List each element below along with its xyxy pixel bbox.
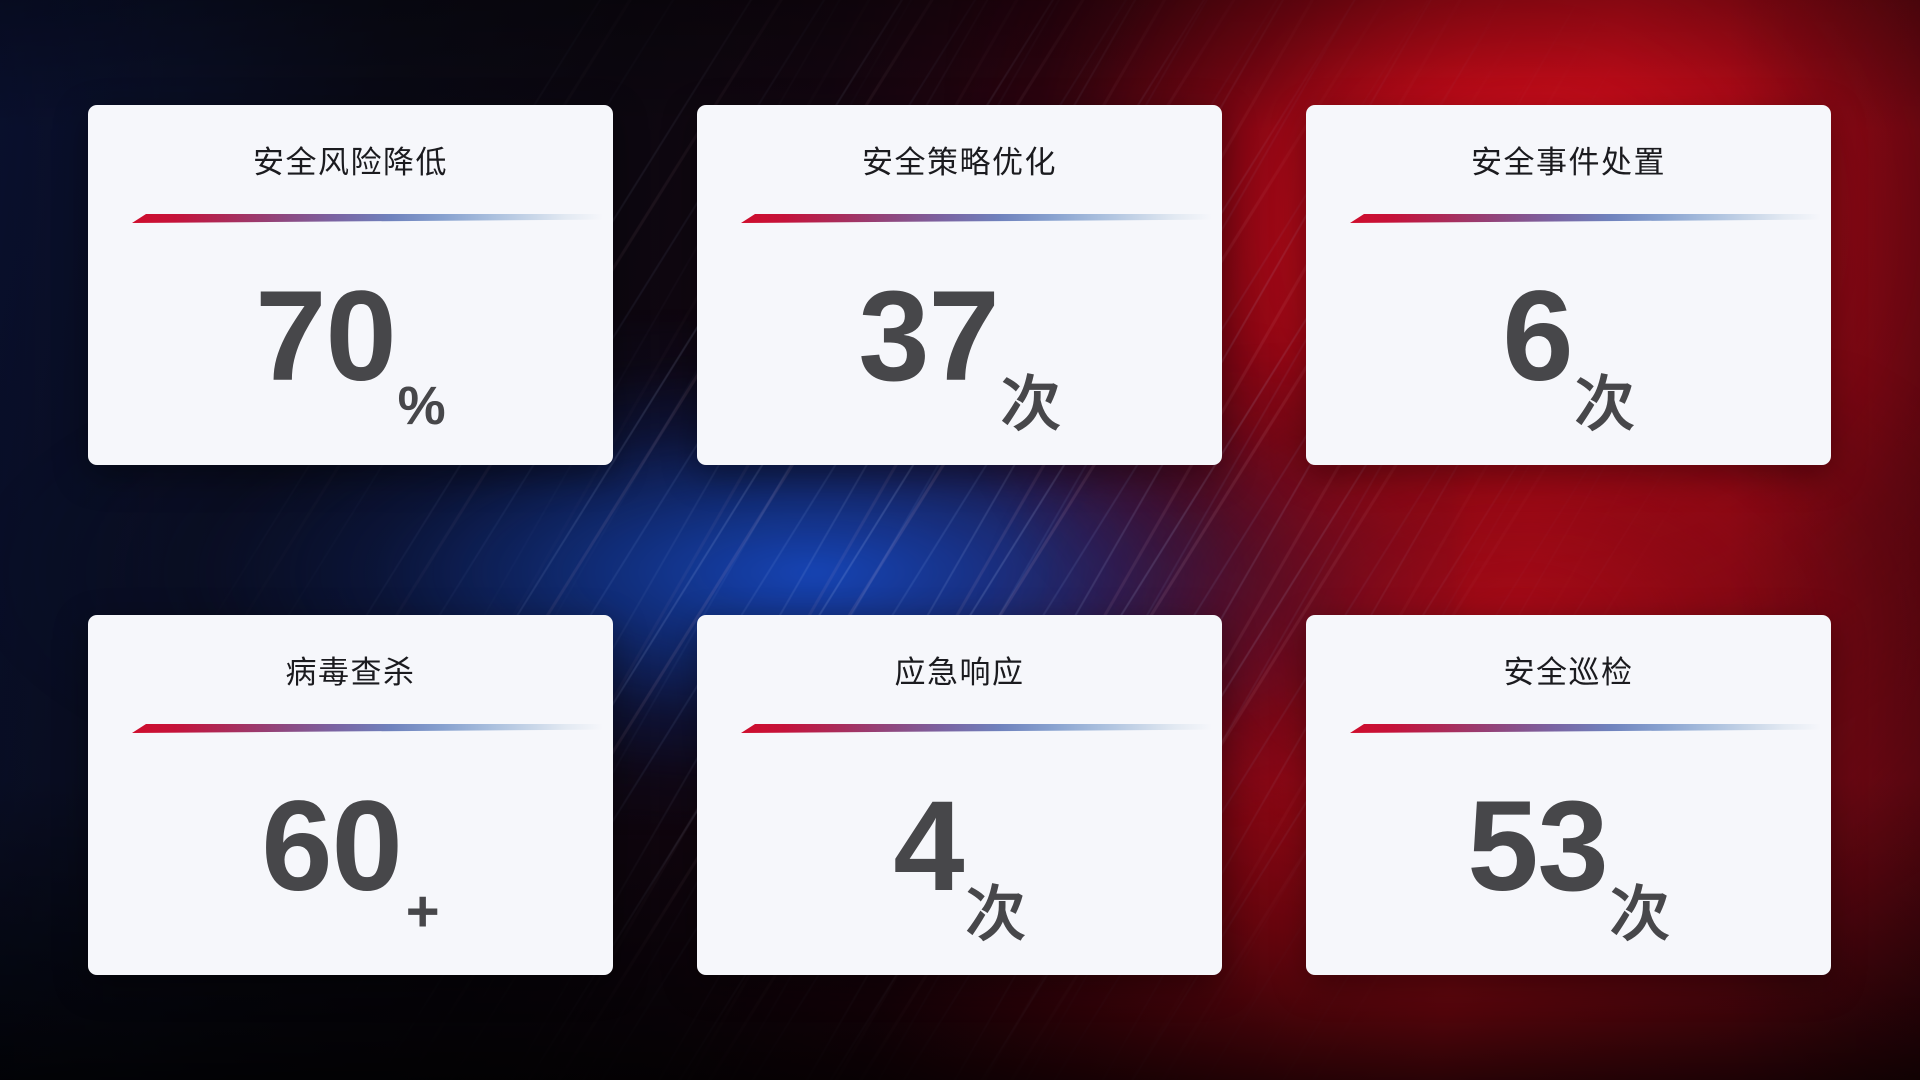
metric-card[interactable]: 安全策略优化 37 次 bbox=[697, 105, 1222, 465]
metric-unit: 次 bbox=[965, 881, 1026, 948]
gradient-rule-icon bbox=[132, 214, 603, 223]
metric-divider bbox=[697, 720, 1222, 736]
gradient-rule-icon bbox=[132, 724, 603, 733]
metric-number: 60 bbox=[261, 774, 402, 918]
gradient-rule-icon bbox=[1350, 724, 1821, 733]
gradient-rule-icon bbox=[741, 724, 1212, 733]
metric-divider bbox=[88, 210, 613, 226]
metric-value: 53 次 bbox=[1306, 736, 1831, 975]
metric-card[interactable]: 安全巡检 53 次 bbox=[1306, 615, 1831, 975]
metric-number: 70 bbox=[255, 264, 396, 408]
metric-divider bbox=[88, 720, 613, 736]
metric-value: 4 次 bbox=[697, 736, 1222, 975]
metric-card[interactable]: 安全风险降低 70 % bbox=[88, 105, 613, 465]
metric-unit: % bbox=[397, 376, 446, 436]
metric-value: 60 + bbox=[88, 736, 613, 975]
metric-card[interactable]: 应急响应 4 次 bbox=[697, 615, 1222, 975]
metric-number: 37 bbox=[858, 264, 999, 408]
metric-title: 安全风险降低 bbox=[253, 145, 448, 180]
metric-card-grid: 安全风险降低 70 % 安全策略优化 37 次 安全事件处置 bbox=[88, 105, 1832, 975]
metric-value: 70 % bbox=[88, 226, 613, 465]
metric-value: 6 次 bbox=[1306, 226, 1831, 465]
metric-title: 病毒查杀 bbox=[285, 655, 416, 690]
metric-value: 37 次 bbox=[697, 226, 1222, 465]
metric-title: 应急响应 bbox=[894, 655, 1025, 690]
metric-unit: + bbox=[405, 879, 440, 944]
metric-number: 4 bbox=[893, 774, 964, 918]
metric-card[interactable]: 病毒查杀 60 + bbox=[88, 615, 613, 975]
metric-title: 安全事件处置 bbox=[1471, 145, 1666, 180]
metric-divider bbox=[1306, 210, 1831, 226]
metric-unit: 次 bbox=[1609, 881, 1670, 948]
gradient-rule-icon bbox=[1350, 214, 1821, 223]
metric-title: 安全巡检 bbox=[1503, 655, 1634, 690]
metric-title: 安全策略优化 bbox=[862, 145, 1057, 180]
gradient-rule-icon bbox=[741, 214, 1212, 223]
metric-divider bbox=[1306, 720, 1831, 736]
metric-number: 53 bbox=[1467, 774, 1608, 918]
metric-divider bbox=[697, 210, 1222, 226]
metric-unit: 次 bbox=[1574, 371, 1635, 438]
metric-unit: 次 bbox=[1000, 371, 1061, 438]
metric-number: 6 bbox=[1502, 264, 1573, 408]
metric-card[interactable]: 安全事件处置 6 次 bbox=[1306, 105, 1831, 465]
